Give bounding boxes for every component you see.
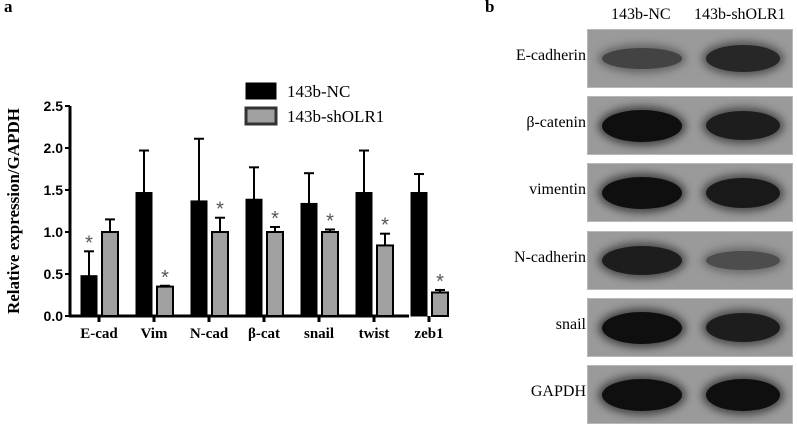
blot-row: vimentin	[500, 163, 797, 222]
significance-asterisk: *	[326, 210, 334, 232]
panel-b-label: b	[485, 0, 495, 16]
panel-a-label: a	[4, 0, 13, 16]
bar-shOLR1	[156, 285, 174, 318]
band-nc	[602, 246, 682, 275]
y-tick-label: 1.0	[44, 224, 64, 240]
band-nc	[602, 48, 682, 69]
blot-row: GAPDH	[500, 365, 797, 424]
blot-row-label: E-cadherin	[515, 46, 586, 64]
bar-shOLR1	[376, 244, 394, 317]
western-blot-panel: 143b-NC 143b-shOLR1 E-cadherin β-catenin v…	[500, 0, 797, 428]
blot-row-label: GAPDH	[530, 382, 586, 400]
legend-label: 143b-NC	[287, 82, 350, 101]
blot-row: β-catenin	[500, 96, 797, 155]
lane-header-nc: 143b-NC	[611, 6, 671, 23]
bar-nc	[410, 192, 428, 317]
band-shOLR1	[706, 251, 780, 270]
band-nc	[602, 176, 682, 209]
significance-asterisk: *	[271, 208, 279, 230]
x-tick-label: N-cad	[190, 326, 229, 342]
y-tick-label: 2.0	[44, 140, 64, 156]
blot-membrane	[587, 163, 793, 222]
blot-row-label: N-cadherin	[514, 248, 586, 266]
y-tick-label: 0.0	[44, 308, 64, 324]
x-tick-label: twist	[359, 326, 390, 342]
band-shOLR1	[706, 313, 780, 342]
bar-shOLR1	[321, 231, 339, 317]
blot-row-label: β-catenin	[526, 113, 586, 131]
bar-shOLR1	[211, 231, 229, 317]
band-nc	[602, 109, 682, 142]
bar-nc	[300, 202, 318, 317]
bar-shOLR1	[266, 231, 284, 317]
bar-shOLR1	[431, 291, 449, 318]
band-shOLR1	[706, 378, 780, 411]
band-nc	[602, 378, 682, 411]
blot-row: N-cadherin	[500, 231, 797, 290]
legend-swatch-nc	[245, 82, 277, 100]
blot-row-label: snail	[555, 315, 586, 333]
y-tick-label: 1.5	[44, 182, 64, 198]
bar-nc	[80, 275, 98, 317]
significance-asterisk: *	[85, 232, 93, 254]
blot-membrane	[587, 29, 793, 88]
band-shOLR1	[706, 45, 780, 72]
significance-asterisk: *	[436, 271, 444, 293]
y-axis-label: Relative expression/GAPDH	[4, 108, 23, 314]
significance-asterisk: *	[161, 267, 169, 289]
significance-asterisk: *	[381, 215, 389, 237]
blot-membrane	[587, 96, 793, 155]
bar-nc	[245, 198, 263, 317]
x-tick-label: β-cat	[248, 326, 280, 342]
bar-shOLR1	[101, 231, 119, 317]
blot-membrane	[587, 365, 793, 424]
legend-label: 143b-shOLR1	[287, 107, 384, 126]
blot-membrane	[587, 231, 793, 290]
blot-row-label: vimentin	[529, 180, 586, 198]
x-tick-label: Vim	[141, 326, 168, 342]
x-tick-label: zeb1	[414, 326, 443, 342]
bar-chart: Relative expression/GAPDH 0.0 0.5 1.0 1.5 2.0…	[4, 82, 449, 342]
bar-nc	[190, 200, 208, 317]
blot-membrane	[587, 298, 793, 357]
legend-swatch-shOLR1	[244, 106, 278, 126]
bar-nc	[355, 192, 373, 317]
band-nc	[602, 311, 682, 344]
blot-row: snail	[500, 298, 797, 357]
significance-asterisk: *	[216, 199, 224, 221]
x-tick-label: snail	[304, 326, 334, 342]
bar-nc	[135, 192, 153, 317]
band-shOLR1	[706, 177, 780, 208]
blot-row: E-cadherin	[500, 29, 797, 88]
x-tick-label: E-cad	[80, 326, 118, 342]
y-tick-label: 0.5	[44, 266, 64, 282]
band-shOLR1	[706, 111, 780, 140]
lane-header-sh: 143b-shOLR1	[694, 6, 786, 23]
y-tick-label: 2.5	[44, 98, 64, 114]
